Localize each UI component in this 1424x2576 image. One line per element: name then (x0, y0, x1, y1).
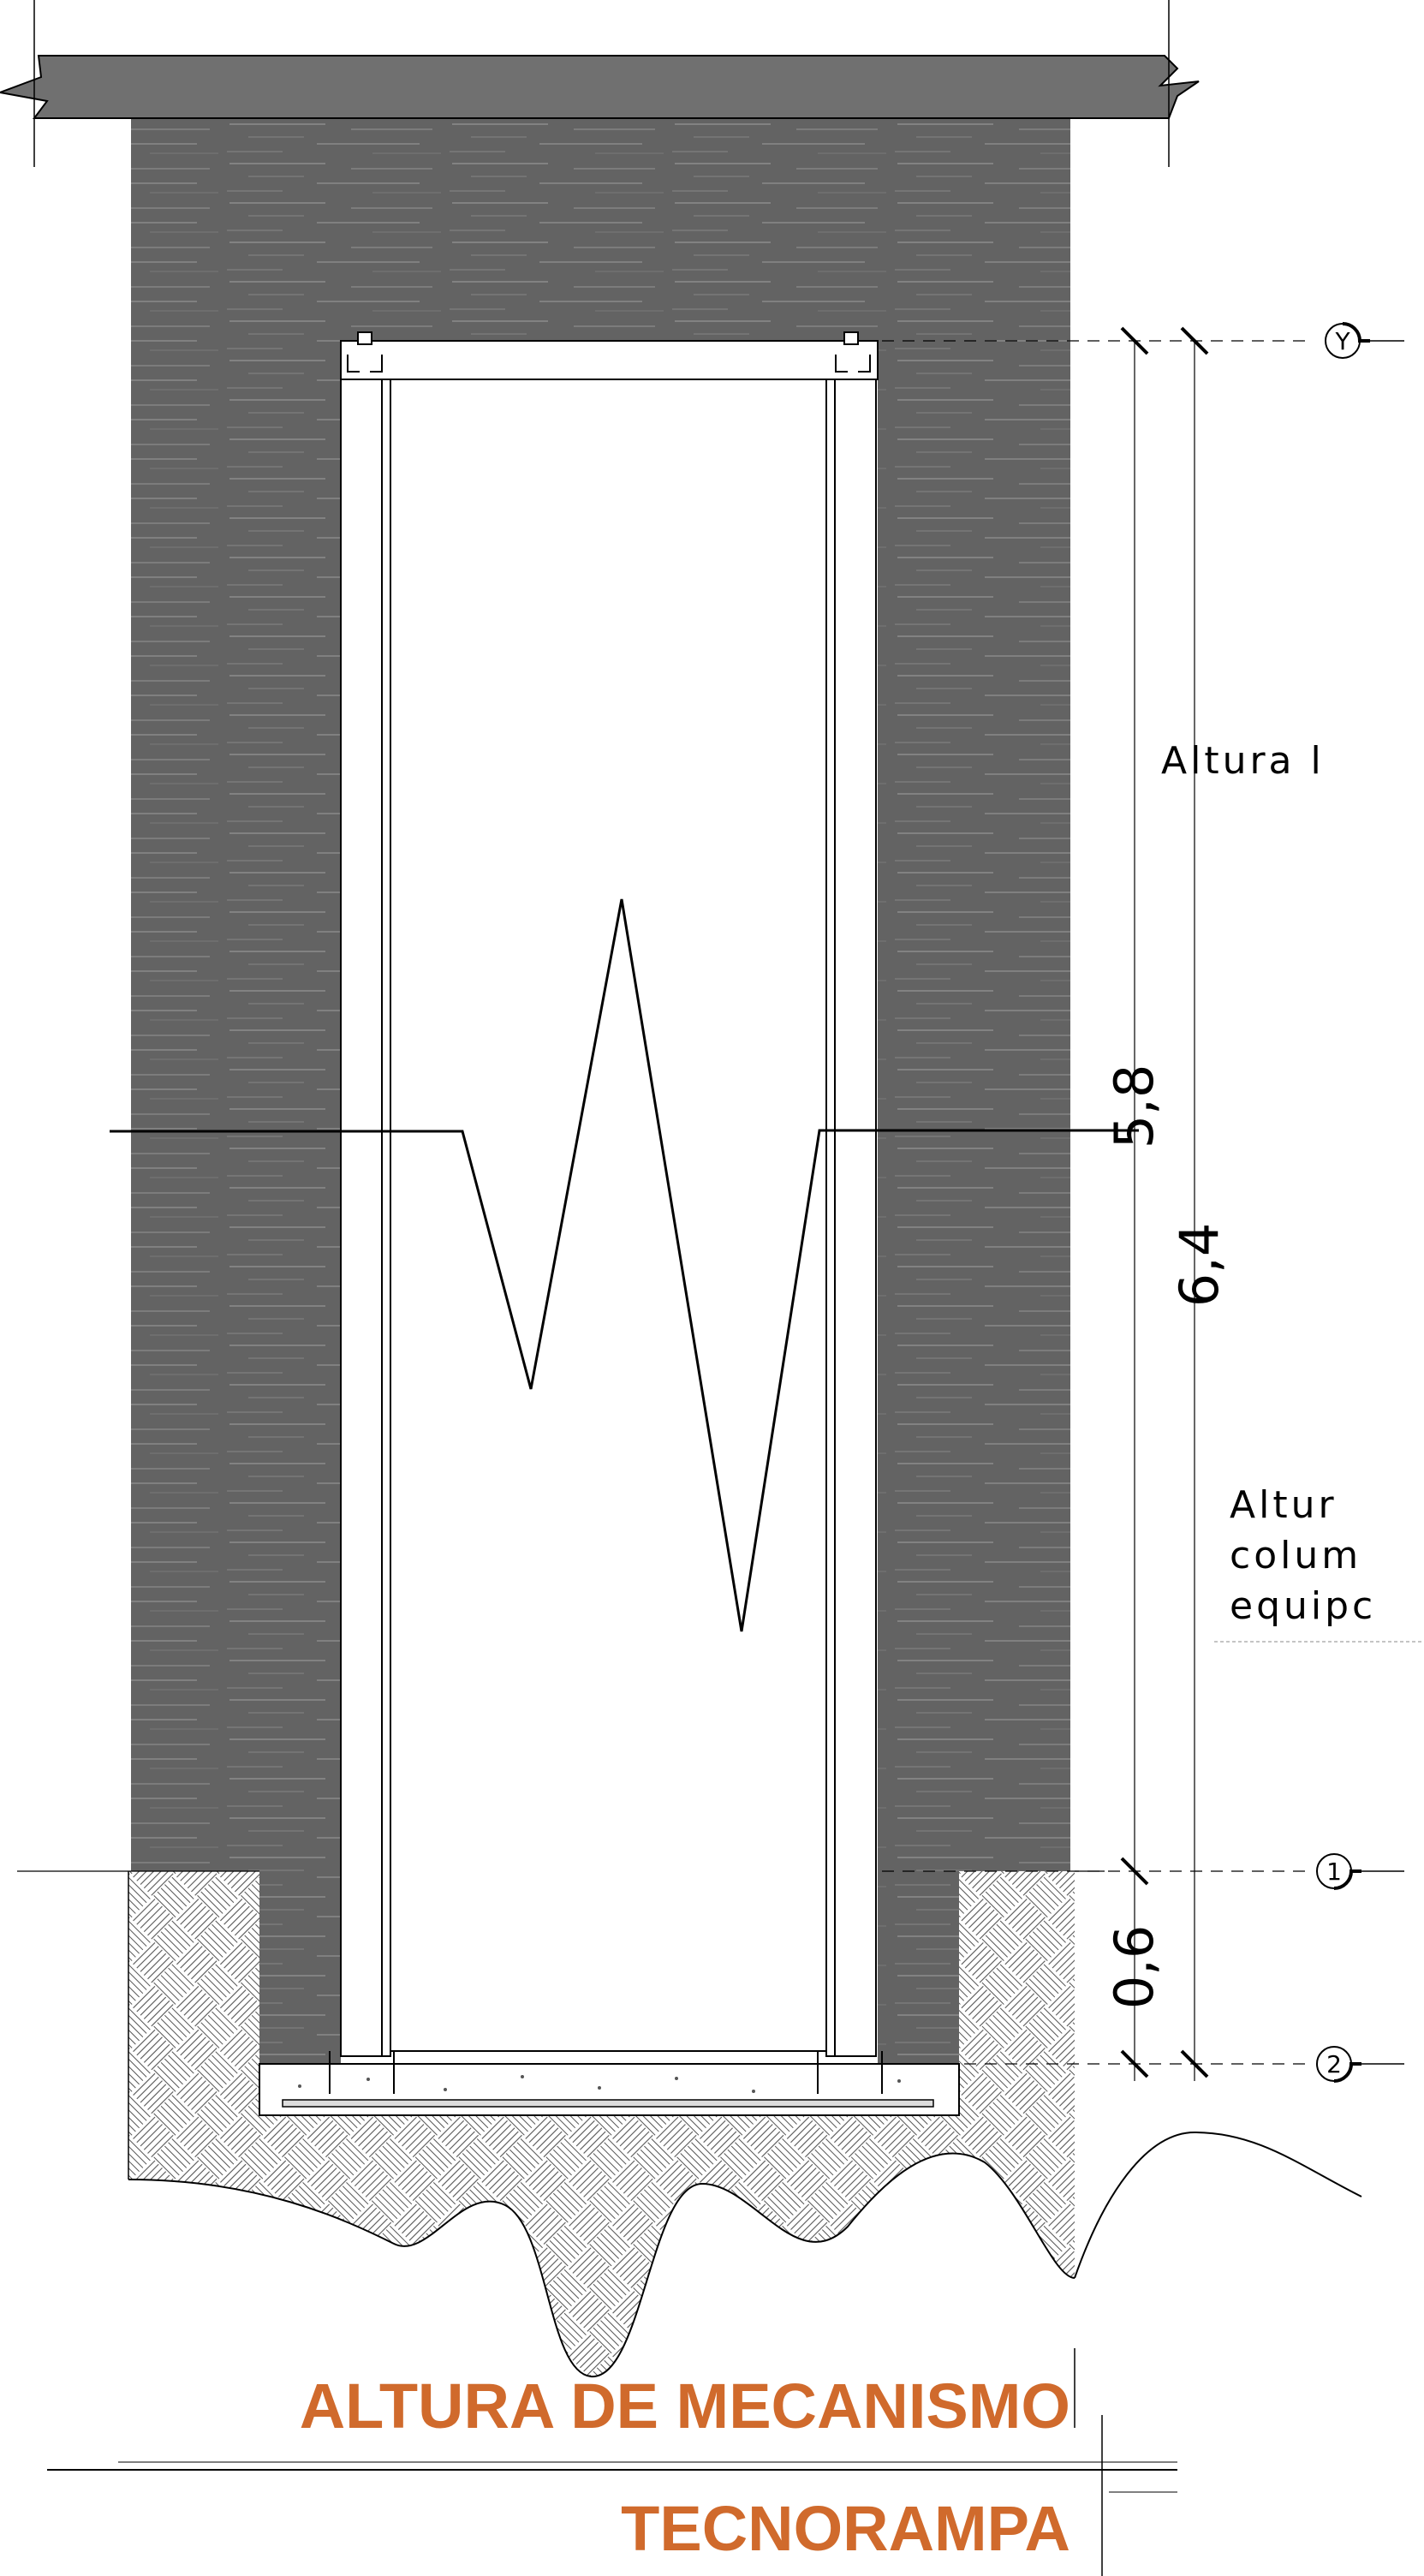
note-side-line3: equipc (1230, 1584, 1376, 1628)
dimension-overall: 6,4 (1168, 1223, 1230, 1308)
drawing-subtitle: TECNORAMPA (621, 2493, 1070, 2564)
level-label-2: 2 (1326, 2050, 1342, 2078)
dimension-pit: 0,6 (1103, 1925, 1165, 2010)
top-slab (0, 0, 1200, 167)
level-lines (17, 340, 1306, 2065)
note-side-line2: colum (1230, 1534, 1361, 1577)
level-label-y: Y (1334, 327, 1350, 355)
break-line (110, 898, 1139, 1632)
title-block: ALTURA DE MECANISMO TECNORAMPA (47, 2348, 1177, 2576)
note-top: Altura l (1161, 739, 1325, 783)
drawing-title: ALTURA DE MECANISMO (300, 2370, 1070, 2442)
note-side-line1: Altur (1230, 1483, 1338, 1527)
base-slab (259, 2051, 960, 2116)
level-marker-1: 1 (1316, 1853, 1404, 1890)
dimension-inner: 5,8 (1103, 1064, 1165, 1149)
level-marker-y: Y (1325, 322, 1404, 359)
level-label-1: 1 (1326, 1857, 1342, 1886)
dimension-lines (1120, 326, 1209, 2081)
concrete-wall (131, 116, 1070, 2064)
mechanism-frame (340, 331, 879, 2057)
level-marker-2: 2 (1316, 2046, 1404, 2083)
